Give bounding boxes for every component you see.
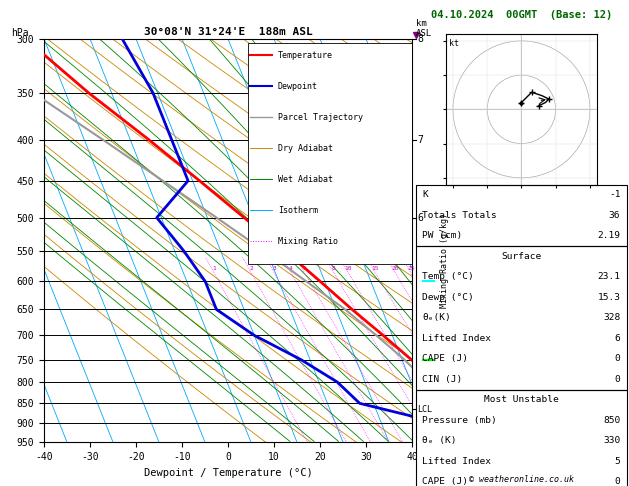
Text: 7: 7 [418,135,423,144]
Text: 8: 8 [418,34,423,44]
Text: 4: 4 [289,265,293,271]
X-axis label: Dewpoint / Temperature (°C): Dewpoint / Temperature (°C) [143,468,313,478]
Text: 5: 5 [615,457,620,466]
Text: km
ASL: km ASL [416,19,431,38]
Text: 10: 10 [345,265,352,271]
Text: kt: kt [449,38,459,48]
Text: Mixing Ratio (g/kg): Mixing Ratio (g/kg) [440,213,448,308]
Text: Surface: Surface [501,252,542,261]
Text: Most Unstable: Most Unstable [484,395,559,404]
Text: Lifted Index: Lifted Index [423,334,491,343]
Text: 1: 1 [212,265,216,271]
Title: 30°08'N 31°24'E  188m ASL: 30°08'N 31°24'E 188m ASL [143,27,313,37]
Text: 6: 6 [615,334,620,343]
Text: 0: 0 [615,477,620,486]
Text: Temperature: Temperature [277,51,333,59]
Text: 04.10.2024  00GMT  (Base: 12): 04.10.2024 00GMT (Base: 12) [431,10,612,19]
Text: 25: 25 [407,265,415,271]
Text: θₑ(K): θₑ(K) [423,313,451,322]
Text: 850: 850 [603,416,620,425]
Text: 36: 36 [609,211,620,220]
Text: CAPE (J): CAPE (J) [423,477,469,486]
Text: 15: 15 [372,265,379,271]
Bar [416,390,627,486]
Text: Wet Adiabat: Wet Adiabat [277,175,333,184]
Text: hPa: hPa [11,28,28,38]
Text: -1: -1 [609,191,620,199]
Text: θₑ (K): θₑ (K) [423,436,457,445]
Text: K: K [423,191,428,199]
Text: LCL: LCL [418,405,433,414]
Text: Dewp (°C): Dewp (°C) [423,293,474,302]
Text: 0: 0 [615,375,620,384]
Text: Dry Adiabat: Dry Adiabat [277,144,333,153]
Bar [416,246,627,390]
Text: 330: 330 [603,436,620,445]
Text: 15.3: 15.3 [598,293,620,302]
Text: CIN (J): CIN (J) [423,375,463,384]
Text: Dewpoint: Dewpoint [277,82,318,90]
Text: 23.1: 23.1 [598,272,620,281]
Text: 2: 2 [249,265,253,271]
Text: 5: 5 [303,265,306,271]
Text: 6: 6 [418,213,423,223]
Text: Parcel Trajectory: Parcel Trajectory [277,113,363,122]
Text: 8: 8 [332,265,336,271]
Text: 20: 20 [391,265,399,271]
Bar [248,43,412,264]
Text: Pressure (mb): Pressure (mb) [423,416,498,425]
Text: CAPE (J): CAPE (J) [423,354,469,364]
Text: © weatheronline.co.uk: © weatheronline.co.uk [469,475,574,485]
Text: PW (cm): PW (cm) [423,231,463,241]
Text: 3: 3 [272,265,276,271]
Text: Temp (°C): Temp (°C) [423,272,474,281]
Text: Totals Totals: Totals Totals [423,211,498,220]
Text: 328: 328 [603,313,620,322]
Text: Mixing Ratio: Mixing Ratio [277,237,338,246]
Text: 2.19: 2.19 [598,231,620,241]
Bar [416,185,627,246]
Text: 0: 0 [615,354,620,364]
Text: Lifted Index: Lifted Index [423,457,491,466]
Text: Isotherm: Isotherm [277,206,318,215]
